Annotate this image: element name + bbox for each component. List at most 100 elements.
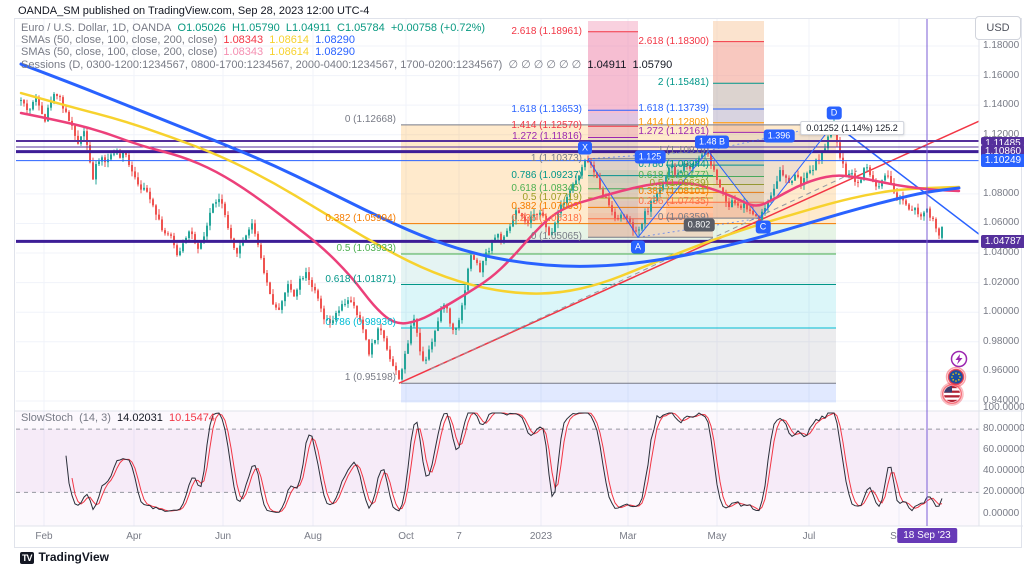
- session-band: [588, 137, 638, 159]
- price-axis-label[interactable]: 1.04000: [983, 247, 1020, 259]
- sma-50: [19, 111, 961, 325]
- fib-label: 0.236 (1.07435): [638, 196, 709, 208]
- time-axis-label[interactable]: 2023: [529, 531, 553, 542]
- pattern-badge-1-125[interactable]: 1.125: [634, 150, 666, 164]
- time-axis-label[interactable]: Jun: [214, 531, 232, 542]
- fib-strip: [666, 151, 764, 165]
- eu-flag-icon[interactable]: [945, 366, 967, 388]
- currency-toggle-button[interactable]: USD: [975, 16, 1021, 40]
- pattern-badge-1-396[interactable]: 1.396: [763, 129, 795, 143]
- sma100-value-2: 1.08614: [269, 46, 310, 58]
- grid: [16, 19, 979, 526]
- fib-strip: [588, 183, 713, 192]
- sma-legend-row-1[interactable]: SMAs (50, close, 100, close, 200, close)…: [21, 34, 355, 46]
- tradingview-mark-icon: TV: [20, 552, 34, 564]
- fib-strip: [666, 202, 764, 218]
- fib-label: 0.382 (1.07093): [511, 201, 582, 213]
- sessions-title[interactable]: Sessions (D, 0300-1200:1234567, 0800-170…: [21, 59, 503, 71]
- price-axis-label[interactable]: 1.02000: [983, 276, 1020, 288]
- pattern-badge-1-48-b[interactable]: 1.48 B: [694, 135, 730, 149]
- open-label: O: [177, 22, 187, 34]
- fib-label: 1.414 (1.12570): [511, 120, 582, 132]
- sma200-value: 1.08290: [315, 34, 355, 46]
- event-icons[interactable]: [940, 350, 968, 406]
- fib-label: 0.786 (1.09944): [638, 159, 709, 171]
- key-levels: [16, 139, 979, 243]
- fib-label: 0.618 (1.09177): [638, 170, 709, 182]
- stoch-title[interactable]: SlowStoch: [21, 412, 73, 424]
- stoch-axis-label[interactable]: 20.00000: [983, 486, 1024, 498]
- stoch-axis-label[interactable]: 60.00000: [983, 444, 1024, 456]
- stoch-axis-label[interactable]: 40.00000: [983, 465, 1024, 477]
- stoch-axis-label[interactable]: 80.00000: [983, 423, 1024, 435]
- time-axis-label[interactable]: 7: [456, 531, 462, 542]
- price-axis-label[interactable]: 0.96000: [983, 365, 1020, 377]
- pattern-badge-a[interactable]: A: [630, 240, 646, 254]
- sma-100: [19, 91, 961, 295]
- stoch-axis-label[interactable]: 100.00000: [983, 402, 1024, 414]
- session-band: [588, 126, 638, 137]
- fib-label: 2.618 (1.18300): [638, 35, 709, 47]
- publish-text: OANDA_SM published on TradingView.com, S…: [18, 5, 370, 17]
- tradingview-logo[interactable]: TV TradingView: [20, 550, 109, 564]
- sma200-value-2: 1.08290: [315, 46, 355, 58]
- low-label: L: [285, 22, 292, 34]
- fib-label: 0.5 (1.08639): [649, 178, 710, 190]
- price-axis-label[interactable]: 0.94000: [983, 394, 1020, 406]
- pattern-badge-d[interactable]: D: [826, 106, 842, 120]
- symbol-title[interactable]: Euro / U.S. Dollar, 1D, OANDA: [21, 22, 172, 34]
- time-axis-label[interactable]: Mar: [619, 531, 637, 542]
- fib-label: 0.5 (1.03933): [336, 243, 397, 255]
- pattern-badge-x[interactable]: X: [577, 141, 593, 155]
- pattern-badge-0-802[interactable]: 0.802: [683, 218, 715, 232]
- open-value: 1.05026: [186, 22, 226, 34]
- sessions-value-1: 1.04911: [587, 59, 627, 71]
- session-band: [588, 113, 638, 126]
- price-axis-label[interactable]: 1.00000: [983, 306, 1020, 318]
- stoch-axis-label[interactable]: 0.00000: [983, 507, 1020, 519]
- time-axis-label[interactable]: Feb: [35, 531, 53, 542]
- price-level-badge: 1.04787: [981, 234, 1024, 248]
- crosshair-date-badge: 18 Sep '23: [897, 528, 957, 543]
- moving-averages: [19, 62, 961, 325]
- fib-primary-zone: [401, 327, 836, 384]
- sma-title[interactable]: SMAs (50, close, 100, close, 200, close): [21, 34, 218, 46]
- change-value: +0.00758 (+0.72%): [390, 22, 486, 34]
- session-band: [713, 21, 764, 42]
- price-range-tooltip: 0.01252 (1.14%) 125.2: [800, 121, 904, 135]
- us-flag-icon[interactable]: [940, 382, 964, 406]
- price-axis-label[interactable]: 1.12000: [983, 128, 1020, 140]
- price-axis-label[interactable]: 1.06000: [983, 217, 1020, 229]
- fib-label: 0.236 (1.06318): [511, 212, 582, 224]
- symbol-legend-row[interactable]: Euro / U.S. Dollar, 1D, OANDA O1.05026 H…: [21, 22, 485, 34]
- sessions-legend-row[interactable]: Sessions (D, 0300-1200:1234567, 0800-170…: [21, 58, 672, 71]
- chart-widget: Euro / U.S. Dollar, 1D, OANDA O1.05026 H…: [14, 16, 1024, 549]
- trend-line: [430, 170, 858, 370]
- price-axis-label[interactable]: 0.98000: [983, 335, 1020, 347]
- fib-label: 1.414 (1.12808): [638, 116, 709, 128]
- stoch-k-value: 14.02031: [117, 412, 163, 424]
- price-axis-label[interactable]: 1.18000: [983, 40, 1020, 51]
- session-band: [713, 83, 764, 109]
- sma-legend-row-2[interactable]: SMAs (50, close, 100, close, 200, close)…: [21, 46, 355, 58]
- fib-primary-zone: [401, 284, 836, 328]
- time-axis-label[interactable]: Jul: [802, 531, 816, 542]
- sma100-value: 1.08614: [269, 34, 310, 46]
- lightning-icon[interactable]: [950, 350, 968, 368]
- high-value: 1.05790: [239, 22, 280, 34]
- sessions-flags: ∅ ∅ ∅ ∅ ∅ ∅: [508, 59, 582, 71]
- sma50-value: 1.08343: [223, 34, 264, 46]
- time-axis-label[interactable]: Aug: [304, 531, 322, 542]
- time-axis-label[interactable]: Oct: [398, 531, 414, 542]
- chart-canvas[interactable]: [15, 19, 1023, 549]
- price-axis-label[interactable]: 1.14000: [983, 99, 1020, 111]
- price-axis-label[interactable]: 1.08000: [983, 187, 1020, 199]
- sma-title-2[interactable]: SMAs (50, close, 100, close, 200, close): [21, 46, 218, 58]
- pattern-badge-c[interactable]: C: [755, 220, 771, 234]
- close-value: 1.05784: [344, 22, 385, 34]
- stoch-legend-row[interactable]: SlowStoch (14, 3) 14.02031 10.15474: [21, 412, 215, 424]
- price-axis-label[interactable]: 1.16000: [983, 69, 1020, 81]
- time-axis-label[interactable]: May: [707, 531, 727, 542]
- time-axis-label[interactable]: Apr: [126, 531, 142, 542]
